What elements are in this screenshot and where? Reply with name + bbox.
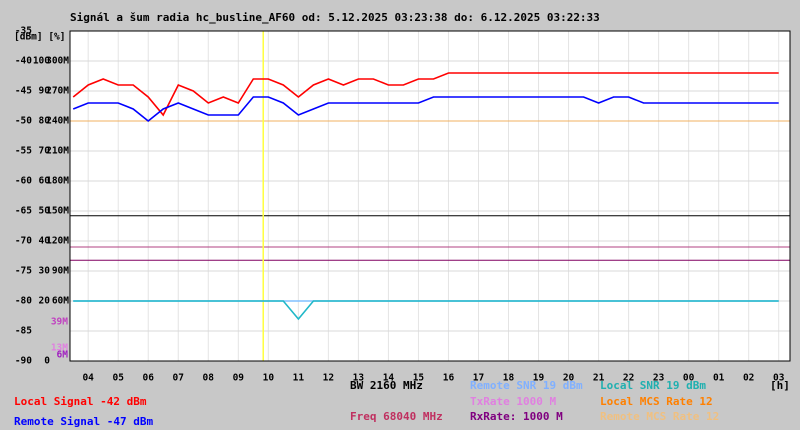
x-tick-label: 01 [713, 373, 725, 384]
rate-marker: 13M [51, 343, 68, 354]
y-tick-label: -50 [15, 116, 32, 127]
x-tick-label: 12 [323, 373, 334, 384]
x-unit-label: [h] [770, 379, 790, 392]
x-tick-label: 15 [413, 373, 425, 384]
footer-label: TxRate 1000 M [470, 395, 556, 408]
x-tick-label: 22 [623, 373, 634, 384]
y2-tick-label: 100 [33, 56, 50, 67]
y3-tick-label: 180M [46, 176, 69, 187]
y3-tick-label: 150M [46, 206, 69, 217]
y-tick-label: -35 [15, 26, 32, 37]
footer-label: Local Signal -42 dBm [14, 395, 147, 408]
y3-tick-label: 120M [46, 236, 69, 247]
y3-tick-label: 60M [52, 296, 69, 307]
footer-label: Remote MCS Rate 12 [600, 410, 719, 423]
y-tick-label: -90 [15, 356, 32, 367]
y-tick-label: -80 [15, 296, 32, 307]
x-tick-label: 23 [653, 373, 665, 384]
x-tick-label: 09 [233, 373, 245, 384]
series-line [72, 96, 779, 123]
footer-label: RxRate: 1000 M [470, 410, 563, 423]
y3-tick-label: 90M [52, 266, 69, 277]
y3-tick-label: 300M [46, 56, 69, 67]
x-tick-label: 05 [112, 373, 124, 384]
x-tick-label: 18 [503, 373, 515, 384]
x-tick-label: 08 [203, 373, 215, 384]
x-tick-label: 03 [773, 373, 785, 384]
y2-tick-label: 0 [44, 356, 50, 367]
x-tick-label: 14 [383, 373, 395, 384]
y2-tick-label: 30 [39, 266, 51, 277]
y-tick-label: -55 [15, 146, 32, 157]
plot-area [70, 31, 790, 361]
footer-label: Local SNR 19 dBm [600, 379, 706, 392]
rate-marker: 6M [57, 350, 69, 361]
y-tick-label: -60 [15, 176, 32, 187]
y2-tick-label: 80 [39, 116, 51, 127]
x-tick-label: 10 [263, 373, 275, 384]
footer-label: Freq 68040 MHz [350, 410, 443, 423]
x-tick-label: 04 [82, 373, 94, 384]
x-tick-label: 06 [143, 373, 155, 384]
y3-tick-label: 240M [46, 116, 69, 127]
x-tick-label: 16 [443, 373, 455, 384]
y-unit-label: [dBm] [%] [14, 32, 65, 43]
y2-tick-label: 40 [39, 236, 51, 247]
y-tick-label: -65 [15, 206, 32, 217]
y-tick-label: -85 [15, 326, 32, 337]
x-tick-label: 20 [563, 373, 575, 384]
y2-tick-label: 20 [39, 296, 51, 307]
y2-tick-label: 90 [39, 86, 51, 97]
y3-tick-label: 210M [46, 146, 69, 157]
footer-label: Local MCS Rate 12 [600, 395, 713, 408]
x-tick-label: 21 [593, 373, 605, 384]
x-tick-label: 07 [173, 373, 184, 384]
y2-tick-label: 50 [39, 206, 51, 217]
y3-tick-label: 270M [46, 86, 69, 97]
series-line [72, 72, 779, 117]
x-tick-label: 11 [293, 373, 305, 384]
x-tick-label: 00 [683, 373, 695, 384]
y2-tick-label: 60 [39, 176, 51, 187]
y-tick-label: -45 [15, 86, 32, 97]
x-tick-label: 13 [353, 373, 365, 384]
y2-tick-label: 70 [39, 146, 51, 157]
y-tick-label: -40 [15, 56, 32, 67]
series-line [73, 300, 779, 321]
footer-label: Remote SNR 19 dBm [470, 379, 583, 392]
y-tick-label: -70 [15, 236, 32, 247]
footer-label: BW 2160 MHz [350, 379, 423, 392]
x-tick-label: 02 [743, 373, 754, 384]
x-tick-label: 19 [533, 373, 545, 384]
chart-title: Signál a šum radia hc_busline_AF60 od: 5… [70, 11, 600, 24]
plot-frame [69, 30, 791, 362]
footer-label: Remote Signal -47 dBm [14, 415, 153, 428]
y-tick-label: -75 [15, 266, 32, 277]
rate-marker: 39M [51, 317, 68, 328]
x-tick-label: 17 [473, 373, 484, 384]
